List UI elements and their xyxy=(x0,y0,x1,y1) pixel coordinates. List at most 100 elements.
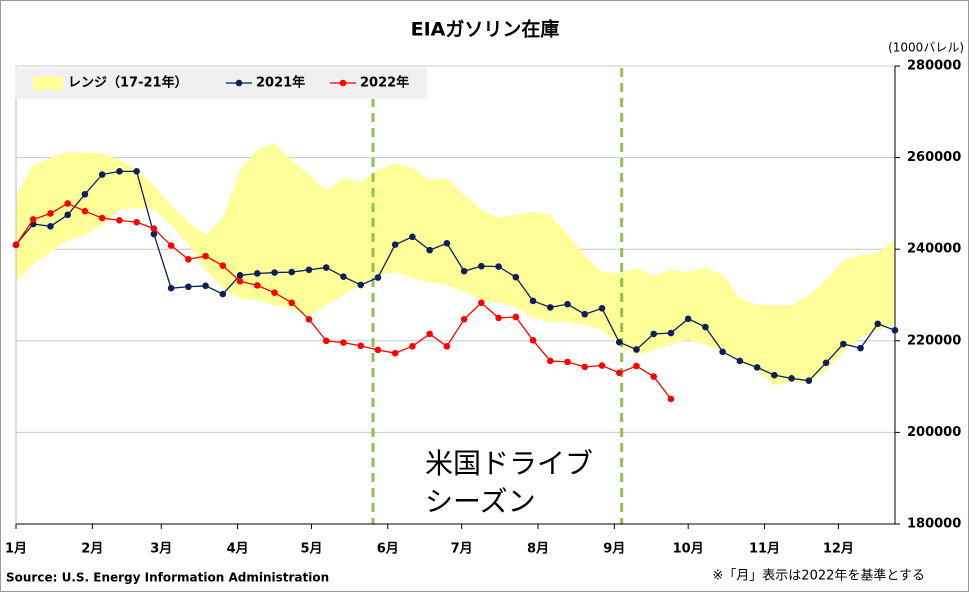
series-point xyxy=(667,395,675,403)
series-point xyxy=(512,313,520,321)
series-point xyxy=(615,369,623,377)
series-point xyxy=(219,290,227,298)
series-point xyxy=(81,190,89,198)
series-point xyxy=(495,263,502,270)
x-tick-label: 7月 xyxy=(451,542,473,557)
y-tick-label: 240000 xyxy=(907,242,961,257)
series-point xyxy=(202,252,209,260)
series-point xyxy=(98,214,106,222)
series-point xyxy=(357,281,365,289)
series-point xyxy=(822,359,830,367)
x-tick-label: 4月 xyxy=(227,542,249,557)
series-point xyxy=(150,225,158,232)
series-point xyxy=(64,200,72,207)
x-tick-label: 12月 xyxy=(823,542,854,557)
series-point xyxy=(615,338,623,346)
series-point xyxy=(409,233,416,241)
series-point xyxy=(478,262,485,270)
series-point xyxy=(357,342,365,350)
series-point xyxy=(253,270,261,277)
x-tick-label: 5月 xyxy=(300,542,322,557)
source: Source: U.S. Energy Information Administ… xyxy=(6,571,329,585)
series-point xyxy=(460,315,468,323)
series-point xyxy=(874,320,882,328)
series-point xyxy=(581,363,589,371)
series-point xyxy=(340,273,347,280)
series-point xyxy=(581,310,589,318)
x-tick-label: 9月 xyxy=(603,542,625,557)
series-point xyxy=(443,239,451,247)
legend-marker xyxy=(235,79,243,87)
series-point xyxy=(98,171,106,178)
series-point xyxy=(271,289,278,297)
series-point xyxy=(185,283,192,291)
series-point xyxy=(564,358,571,366)
series-point xyxy=(719,348,726,356)
series-point xyxy=(236,272,244,279)
series-point xyxy=(305,315,313,323)
series-point xyxy=(133,168,140,175)
series-point xyxy=(409,342,416,350)
series-point xyxy=(771,371,778,379)
series-point xyxy=(167,284,175,292)
series-point xyxy=(512,273,520,281)
x-tick-label: 10月 xyxy=(673,542,704,557)
series-line xyxy=(15,170,896,382)
series-point xyxy=(12,241,20,249)
note: ※「月」表示は2022年を基準とする xyxy=(712,568,925,584)
series-point xyxy=(322,337,330,345)
legend-label: 2022年 xyxy=(360,75,409,91)
y-tick-label: 260000 xyxy=(907,150,961,165)
series-point xyxy=(598,362,606,369)
series-point xyxy=(64,211,72,219)
annotation: 米国ドライブ xyxy=(425,447,593,480)
y-tick-label: 280000 xyxy=(907,59,961,74)
series-point xyxy=(702,323,709,331)
y-tick-label: 200000 xyxy=(907,425,961,440)
series-point xyxy=(391,349,399,357)
legend-box xyxy=(15,68,427,99)
series-point xyxy=(29,216,37,223)
series-point xyxy=(253,282,261,289)
x-tick-label: 6月 xyxy=(377,542,399,557)
series-point xyxy=(116,168,123,175)
series-point xyxy=(891,326,899,334)
series-point xyxy=(443,342,451,350)
series-point xyxy=(598,304,606,312)
series-point xyxy=(650,330,658,338)
x-tick-label: 11月 xyxy=(749,542,780,557)
x-tick-label: 1月 xyxy=(5,542,27,557)
series-point xyxy=(374,346,382,354)
range-band xyxy=(16,142,895,386)
series-point xyxy=(529,297,537,305)
series-point xyxy=(857,344,864,352)
series-point xyxy=(684,315,692,323)
series-point xyxy=(736,357,744,365)
series-point xyxy=(633,346,640,353)
series-point xyxy=(116,217,123,224)
series-point xyxy=(322,264,330,271)
series-point xyxy=(633,362,640,370)
series-point xyxy=(391,241,399,248)
series-point xyxy=(288,299,296,307)
series-point xyxy=(150,230,158,238)
series-point xyxy=(340,339,347,346)
series-point xyxy=(47,210,54,217)
legend-swatch xyxy=(33,76,63,90)
series-point xyxy=(650,373,658,380)
legend-marker xyxy=(339,79,347,87)
y-tick-label: 220000 xyxy=(907,333,961,348)
series-point xyxy=(219,262,227,269)
series-point xyxy=(478,299,485,307)
series-point xyxy=(81,207,89,215)
y-unit-label: (1000バレル) xyxy=(888,41,964,55)
series-point xyxy=(374,274,382,281)
series-point xyxy=(305,266,313,274)
series-point xyxy=(236,277,244,285)
series-point xyxy=(460,267,468,275)
series-point xyxy=(185,255,192,263)
legend-label: レンジ（17-21年） xyxy=(68,75,188,91)
series-point xyxy=(805,377,813,384)
series-point xyxy=(133,218,140,226)
x-tick-label: 8月 xyxy=(527,542,549,557)
